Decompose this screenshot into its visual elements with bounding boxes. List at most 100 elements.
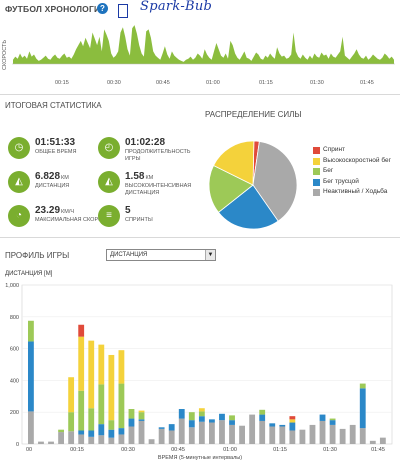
pie-slice: [208, 164, 254, 213]
x-tick-label: 01:30: [323, 447, 337, 453]
bar-segment: [309, 424, 316, 444]
bar-segment: [219, 413, 225, 421]
y-tick-label: 0: [16, 442, 19, 448]
timeline-header: ФУТБОЛ ХРОНОЛОГИЯ ? Spark-Bub: [0, 0, 400, 20]
handwritten-annotation: Spark-Bub: [140, 0, 213, 14]
bar-segment: [269, 423, 276, 427]
legend-label: Спринт: [323, 146, 346, 153]
bar-segment: [138, 410, 145, 413]
stat-value: 23.29КМ/Ч: [35, 205, 75, 216]
legend-swatch: [313, 157, 320, 165]
bar-segment: [359, 428, 366, 444]
stat-label: ДИСТАНЦИЯ: [35, 183, 70, 189]
bar-segment: [279, 426, 286, 444]
x-tick-label: 00: [26, 447, 32, 453]
bar-segment: [118, 350, 125, 384]
bar-segment: [118, 428, 125, 435]
bar-segment: [359, 388, 366, 429]
bar-segment: [78, 390, 85, 431]
stopwatch-icon: ◷: [8, 137, 30, 159]
stat-card: ◭ 6.828КМ ДИСТАНЦИЯ: [8, 171, 108, 197]
bar-segment: [229, 420, 235, 425]
bar-segment: [168, 430, 175, 445]
speed-timeline-chart: [12, 25, 395, 65]
bar-segment: [78, 430, 85, 435]
metric-select-value: ДИСТАНЦИЯ: [110, 252, 148, 258]
stat-unit: КМ: [61, 175, 69, 181]
pie-slice: [217, 184, 279, 230]
distance-axis-label: ДИСТАНЦИЯ [М]: [5, 271, 53, 277]
bar-segment: [289, 416, 296, 420]
bar-segment: [98, 344, 105, 385]
bar-segment: [48, 441, 54, 444]
metric-select[interactable]: ДИСТАНЦИЯ ▼: [106, 249, 216, 261]
bar-segment: [28, 411, 34, 444]
stat-label: ВЫСОКОИНТЕНСИВНАЯ ДИСТАНЦИЯ: [125, 183, 192, 196]
bar-segment: [138, 420, 145, 444]
pie-slice: [213, 140, 255, 186]
bar-segment: [359, 383, 366, 389]
bar-segment: [88, 436, 95, 444]
speed-axis-label: СКОРОСТЬ: [2, 40, 8, 70]
bar-segment: [158, 427, 165, 429]
bar-segment: [148, 439, 155, 444]
bar-segment: [329, 418, 336, 421]
bar-segment: [209, 422, 215, 444]
stat-label: ПРОДОЛЖИТЕЛЬНОСТЬ ИГРЫ: [125, 149, 191, 162]
bar-segment: [339, 428, 346, 445]
legend-label: Высокоскоростной бег: [323, 156, 391, 164]
bar-segment: [128, 418, 135, 427]
legend-swatch: [313, 147, 320, 154]
bar-segment: [108, 437, 115, 444]
bar-segment: [58, 432, 64, 444]
bar-segment: [178, 409, 185, 419]
y-tick-label: 200: [10, 410, 19, 416]
bar-segment: [369, 440, 376, 444]
speed-area: [13, 25, 394, 65]
bar-segment: [188, 427, 195, 445]
bar-segment: [88, 408, 95, 431]
bar-segment: [188, 420, 195, 428]
clock-icon: ◴: [98, 137, 120, 159]
legend-label: Неактивный / Ходьба: [323, 188, 388, 195]
stat-label: МАКСИМАЛЬНАЯ СКОРОСТЬ: [35, 217, 114, 223]
stat-label: СПРИНТЫ: [125, 217, 153, 223]
y-tick-label: 600: [10, 347, 19, 353]
stat-label: ОБЩЕЕ ВРЕМЯ: [35, 149, 77, 155]
stat-value: 1.58КМ: [125, 171, 154, 182]
bar-segment: [259, 409, 266, 415]
bar-segment: [219, 420, 225, 444]
timeline-tick-label: 00:30: [107, 80, 121, 86]
bar-segment: [379, 437, 386, 444]
stat-unit: КМ/Ч: [61, 209, 75, 215]
profile-title: ПРОФИЛЬ ИГРЫ: [5, 251, 70, 260]
bar-segment: [259, 420, 266, 444]
timeline-tick-label: 00:45: [156, 80, 170, 86]
bar-segment: [78, 336, 85, 391]
bar-segment: [198, 408, 205, 412]
legend-label: Бег трусцой: [323, 177, 359, 185]
bar-segment: [269, 426, 276, 444]
timeline-tick-label: 01:45: [360, 80, 374, 86]
timeline-tick-label: 01:15: [259, 80, 273, 86]
stat-value: 01:51:33: [35, 137, 76, 148]
section-divider: [0, 237, 400, 238]
stat-value: 5: [125, 205, 131, 216]
bar-segment: [38, 441, 44, 444]
x-tick-label: 01:15: [273, 447, 287, 453]
y-tick-label: 400: [10, 378, 19, 384]
bar-segment: [168, 424, 175, 431]
chevron-down-icon[interactable]: ▼: [205, 250, 215, 260]
timeline-tick-label: 01:30: [310, 80, 324, 86]
bar-segment: [319, 414, 326, 421]
intensity-pie-chart: [208, 140, 298, 230]
stat-card: ◴ 01:02:28 ПРОДОЛЖИТЕЛЬНОСТЬ ИГРЫ: [98, 137, 198, 163]
x-tick-label: 00:45: [171, 447, 185, 453]
bar-segment: [239, 425, 245, 445]
bar-segment: [28, 320, 34, 342]
stat-value: 6.828КМ: [35, 171, 69, 182]
bar-segment: [28, 341, 34, 412]
x-axis-label: ВРЕМЯ (5-минутные интервалы): [158, 455, 242, 461]
help-icon[interactable]: ?: [97, 3, 108, 14]
bar-segment: [188, 412, 195, 421]
